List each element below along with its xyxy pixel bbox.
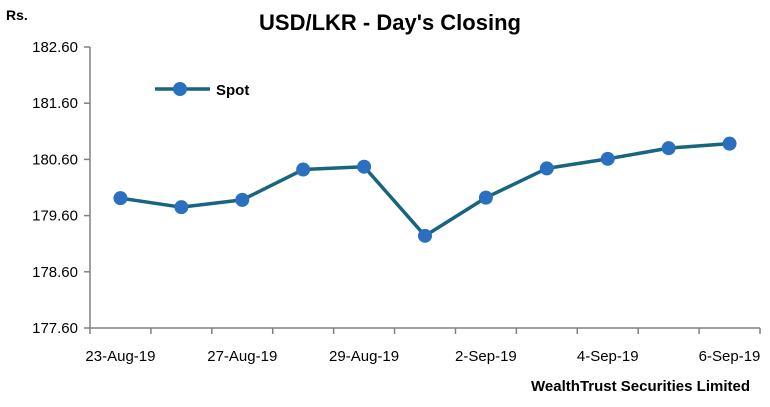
x-tick-label: 23-Aug-19 [85, 348, 155, 365]
data-point [174, 200, 189, 215]
series-spot [113, 136, 737, 243]
x-tick-label: 27-Aug-19 [207, 348, 277, 365]
y-tick-label: 177.60 [32, 320, 78, 337]
y-tick-label: 180.60 [32, 151, 78, 168]
x-axis-ticks: 23-Aug-19 27-Aug-19 29-Aug-19 2-Sep-19 4-Sep… [85, 328, 761, 365]
data-point [722, 136, 737, 151]
y-tick-label: 181.60 [32, 95, 78, 112]
data-point [235, 192, 250, 207]
legend-label: Spot [216, 82, 249, 99]
legend: Spot [155, 82, 249, 99]
data-point [296, 162, 311, 177]
data-point [418, 228, 432, 243]
legend-marker [173, 82, 187, 96]
unit-label: Rs. [6, 7, 28, 23]
x-tick-label: 29-Aug-19 [329, 348, 399, 365]
data-point [600, 151, 615, 166]
data-point [357, 159, 372, 174]
x-tick-label: 2-Sep-19 [455, 348, 517, 365]
data-point [539, 161, 554, 176]
data-point [478, 190, 493, 205]
x-tick-label: 4-Sep-19 [577, 348, 639, 365]
series-line [120, 141, 730, 238]
y-tick-label: 178.60 [32, 264, 78, 281]
y-axis-ticks: 177.60 178.60 179.60 180.60 181.60 182.60 [32, 39, 90, 337]
source-note: WealthTrust Securities Limited [531, 378, 750, 395]
data-point [661, 141, 676, 156]
chart-title: USD/LKR - Day's Closing [259, 10, 521, 35]
data-point [113, 191, 128, 206]
y-tick-label: 179.60 [32, 208, 78, 225]
y-tick-label: 182.60 [32, 39, 78, 56]
x-tick-label: 6-Sep-19 [699, 348, 761, 365]
